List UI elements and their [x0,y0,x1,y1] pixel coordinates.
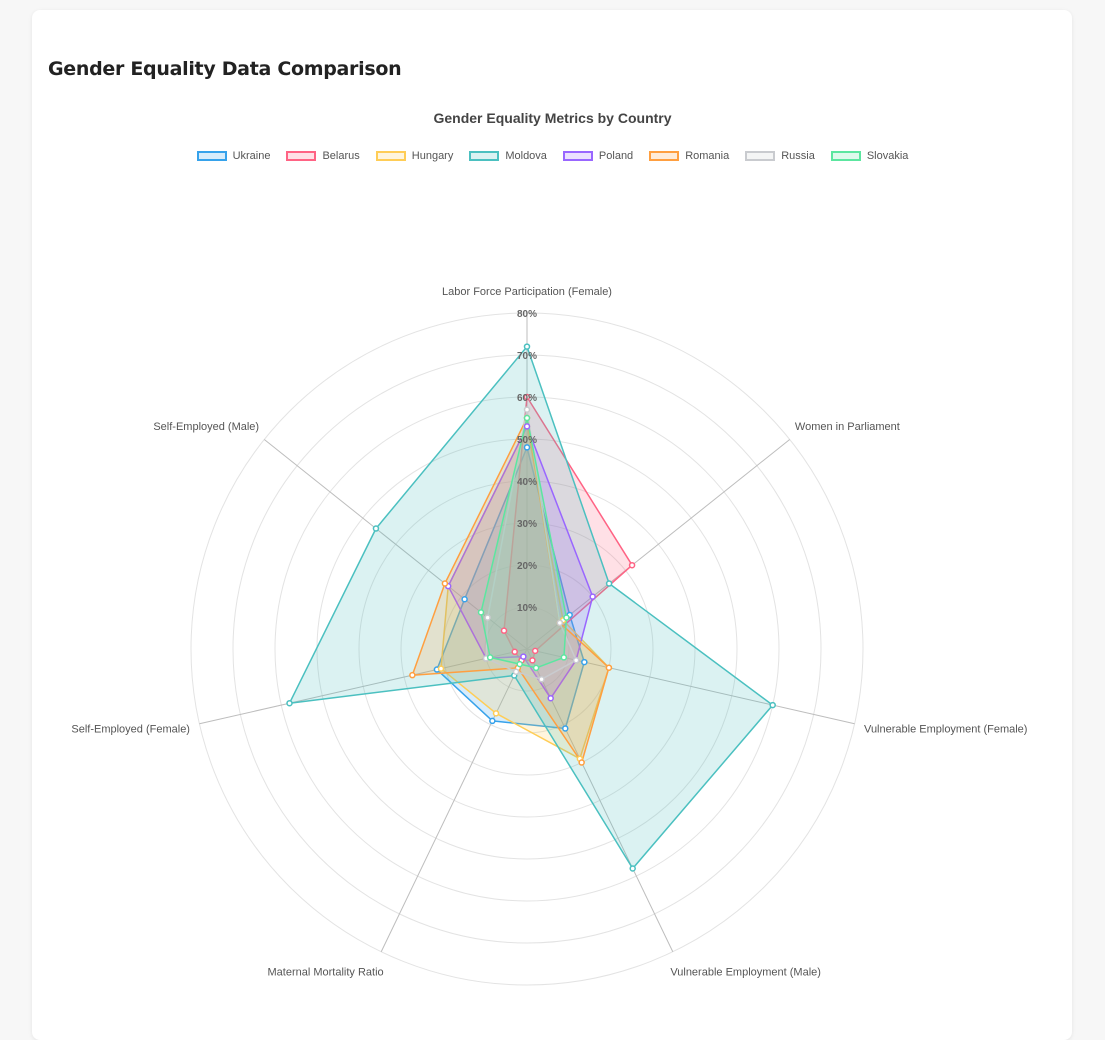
legend-item-poland[interactable]: Poland [562,150,634,162]
radar-chart: 10% 20% 30% 40% 50% 60% 70% 80% Labor Force Part… [71,286,1027,986]
legend-swatch [649,151,680,161]
data-point [409,671,416,679]
data-point [461,595,468,603]
data-point [769,701,776,709]
legend-swatch [562,151,593,161]
data-point [529,657,536,664]
data-point [286,699,293,707]
tick-label: 70% [517,351,537,362]
legend-label: Russia [781,150,815,162]
legend-swatch [830,151,861,161]
tick-label: 80% [517,309,537,320]
series-polygon-moldova [288,345,774,870]
data-point [512,668,520,675]
series-polygon-hungary [440,425,610,760]
data-point [372,525,380,532]
data-point [532,664,540,672]
series-polygon-russia [485,408,577,681]
data-point [523,414,531,422]
data-point [489,717,496,725]
legend: Ukraine Belarus Hungary Moldova Poland Romani… [0,150,1105,162]
tick-label: 30% [517,519,537,530]
series-polygon-romania [411,417,610,764]
legend-item-hungary[interactable]: Hungary [375,150,454,162]
legend-label: Hungary [411,150,454,162]
legend-swatch [745,151,776,161]
data-point [523,444,531,451]
axis-label: Self-Employed (Female) [71,724,190,736]
data-point [531,647,539,655]
legend-label: Slovakia [866,150,909,162]
legend-item-ukraine[interactable]: Ukraine [196,150,271,162]
axis-line [199,648,528,725]
data-point [520,653,527,660]
legend-item-slovakia[interactable]: Slovakia [830,150,909,162]
data-point [523,393,531,401]
data-point [486,654,494,661]
axis-label: Maternal Mortality Ratio [268,967,384,979]
data-point [563,614,570,621]
legend-item-romania[interactable]: Romania [649,150,729,162]
tick-label: 10% [517,603,537,614]
data-point [523,423,531,430]
series-polygon-ukraine [436,446,586,730]
tick-label: 40% [517,477,537,488]
legend-item-moldova[interactable]: Moldova [469,150,547,162]
data-point [516,660,523,668]
axis-label: Self-Employed (Male) [153,421,259,433]
data-point [437,665,445,672]
series-polygon-slovakia [480,417,568,669]
data-point [605,664,613,671]
data-point [562,725,569,732]
legend-item-russia[interactable]: Russia [745,150,815,162]
data-point [523,343,531,350]
data-point [581,658,588,666]
tick-label: 20% [517,561,537,572]
legend-label: Moldova [505,150,547,162]
legend-swatch [286,151,317,161]
axis-label: Labor Force Participation (Female) [442,286,612,298]
axis-label: Vulnerable Employment (Female) [864,724,1027,736]
data-point [538,676,545,683]
legend-label: Ukraine [232,150,271,162]
legend-label: Poland [598,150,634,162]
data-point [492,710,500,717]
data-point [560,654,568,661]
legend-swatch [196,151,227,161]
data-point [572,656,580,664]
legend-item-belarus[interactable]: Belarus [286,150,360,162]
legend-swatch [375,151,406,161]
data-point [589,593,596,600]
legend-swatch [469,151,500,161]
tick-label: 60% [517,393,537,404]
axis-label: Vulnerable Employment (Male) [670,967,821,979]
data-point [628,561,636,569]
legend-label: Romania [685,150,730,162]
data-point [556,619,564,627]
data-point [441,580,449,587]
data-point [477,609,485,616]
chart-title: Gender Equality Metrics by Country [433,110,672,126]
page-title: Gender Equality Data Comparison [48,58,402,80]
data-point [484,614,491,621]
data-point [500,627,508,634]
data-point [578,759,585,766]
data-point [629,865,636,872]
data-point [523,406,531,413]
legend-label: Belarus [322,150,360,162]
axis-label: Women in Parliament [795,421,900,433]
data-point [547,694,554,702]
data-point [511,648,518,656]
axis-line [380,648,528,952]
data-point [605,580,613,587]
tick-label: 50% [517,435,537,446]
